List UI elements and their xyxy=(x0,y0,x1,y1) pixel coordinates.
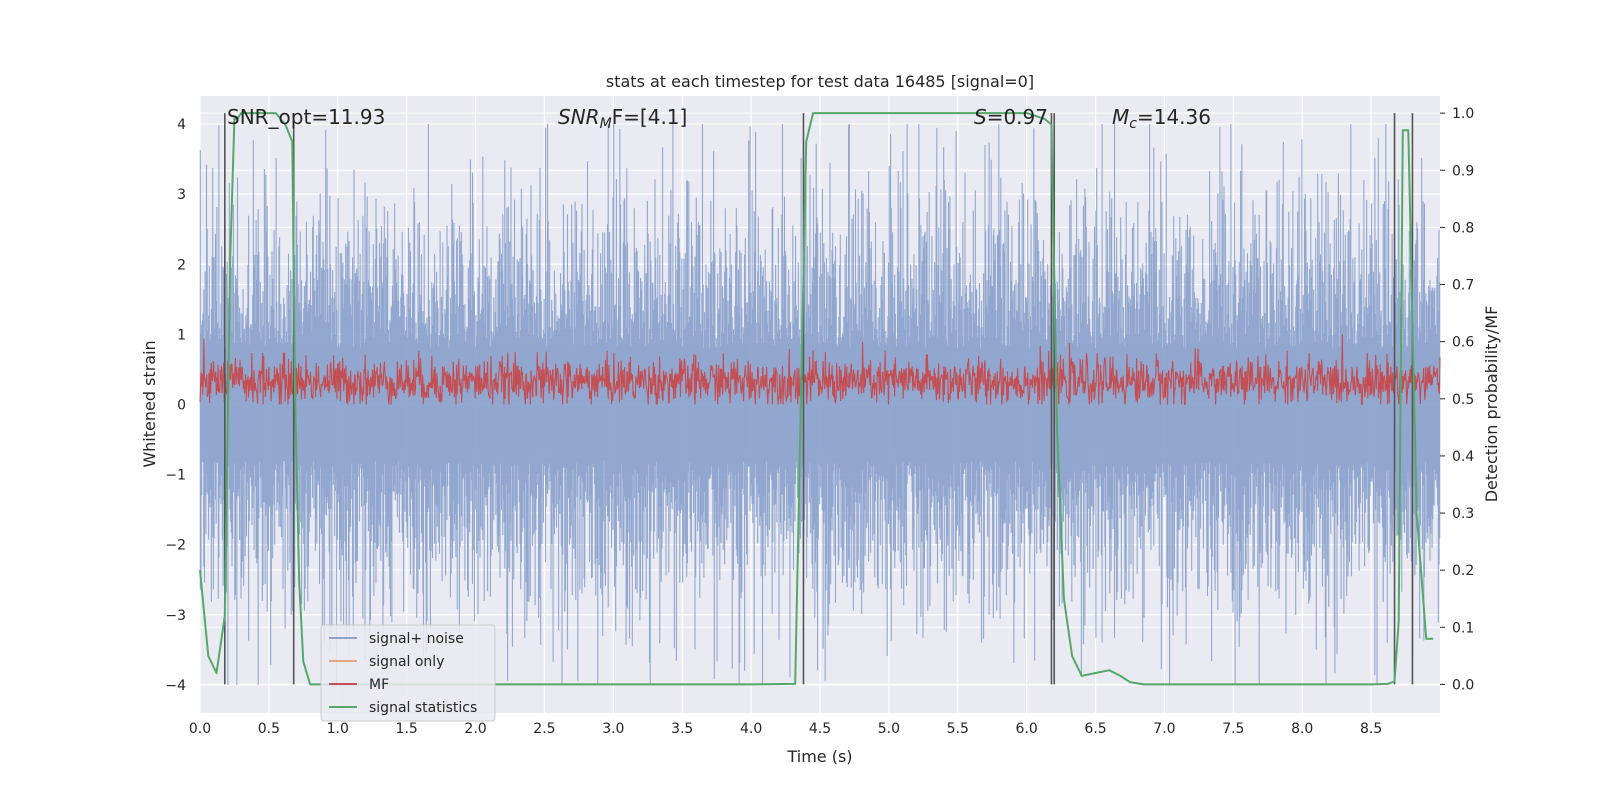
y-tick-label-right: 0.4 xyxy=(1452,449,1474,465)
annotation-snr-mf-sub: M xyxy=(600,116,612,132)
x-tick-label: 2.5 xyxy=(533,721,555,737)
tick-labels: 0.0 0.5 1.0 1.5 2.0 2.5 3.0 3.5 4.0 4.5 5.0 5.5 6.0 6… xyxy=(165,106,1474,737)
x-tick-label: 5.5 xyxy=(947,721,969,737)
mf-series xyxy=(199,334,1441,406)
chart-title: stats at each timestep for test data 164… xyxy=(606,72,1034,91)
y-tick-label-left: 2 xyxy=(177,257,186,273)
x-tick-label: 8.0 xyxy=(1291,721,1313,737)
y-tick-label-right: 0.1 xyxy=(1452,620,1474,636)
annotation-snr-mf-rest: F=[4.1] xyxy=(612,105,688,129)
annotation-s: S=0.97 xyxy=(974,105,1048,129)
annotation-s-base: S xyxy=(974,105,987,129)
annotation-mc-base: M xyxy=(1112,105,1129,129)
legend-label-signal-only: signal only xyxy=(369,654,444,670)
y-tick-label-left: −4 xyxy=(165,678,186,694)
y-tick-label-left: −3 xyxy=(165,608,186,624)
annotation-snr-mf-base: SNR xyxy=(558,105,600,129)
y-tick-label-left: 1 xyxy=(177,327,186,343)
x-tick-label: 0.0 xyxy=(189,721,211,737)
y-axis-label-right: Detection probability/MF xyxy=(1482,306,1501,503)
annotation-snr-opt: SNR_opt=11.93 xyxy=(227,105,385,129)
x-axis-label: Time (s) xyxy=(786,747,852,766)
x-tick-label: 2.0 xyxy=(464,721,486,737)
y-tick-label-right: 0.3 xyxy=(1452,506,1474,522)
legend: signal+ noise signal only MF signal stat… xyxy=(320,624,496,722)
x-tick-label: 3.0 xyxy=(602,721,624,737)
y-tick-label-right: 0.6 xyxy=(1452,335,1474,351)
signal-noise-series xyxy=(199,124,1441,685)
x-tick-label: 3.5 xyxy=(671,721,693,737)
y-tick-label-left: 4 xyxy=(177,117,186,133)
y-tick-label-left: −1 xyxy=(165,468,186,484)
y-tick-label-right: 0.2 xyxy=(1452,563,1474,579)
annotation-s-rest: =0.97 xyxy=(987,105,1048,129)
y-tick-label-left: 3 xyxy=(177,187,186,203)
x-tick-label: 4.5 xyxy=(809,721,831,737)
annotation-snr-mf: SNRMF=[4.1] xyxy=(558,105,687,132)
y-axis-label-left: Whitened strain xyxy=(140,340,159,467)
y-tick-label-right: 1.0 xyxy=(1452,106,1474,122)
x-tick-label: 6.0 xyxy=(1016,721,1038,737)
legend-box xyxy=(320,624,496,722)
legend-label-mf: MF xyxy=(369,677,389,693)
legend-label-signal-statistics: signal statistics xyxy=(369,700,477,716)
y-tick-label-right: 0.5 xyxy=(1452,392,1474,408)
x-tick-label: 4.0 xyxy=(740,721,762,737)
x-tick-label: 1.5 xyxy=(396,721,418,737)
mf-line xyxy=(199,334,1441,406)
y-tick-label-right: 0.0 xyxy=(1452,677,1474,693)
x-tick-label: 0.5 xyxy=(258,721,280,737)
signal-statistics-line xyxy=(199,112,1434,686)
x-tick-label: 1.0 xyxy=(327,721,349,737)
x-tick-label: 8.5 xyxy=(1360,721,1382,737)
y-tick-label-right: 0.8 xyxy=(1452,220,1474,236)
y-tick-label-right: 0.7 xyxy=(1452,278,1474,294)
y-tick-label-left: 0 xyxy=(177,398,186,414)
x-tick-label: 6.5 xyxy=(1084,721,1106,737)
y-tick-label-left: −2 xyxy=(165,538,186,554)
annotation-mc: Mc=14.36 xyxy=(1112,105,1211,132)
x-tick-label: 7.0 xyxy=(1153,721,1175,737)
signal-statistics-series xyxy=(199,112,1434,686)
annotation-mc-sub: c xyxy=(1129,116,1137,132)
annotation-mc-rest: =14.36 xyxy=(1137,105,1211,129)
x-tick-label: 7.5 xyxy=(1222,721,1244,737)
x-tick-label: 5.0 xyxy=(878,721,900,737)
y-tick-label-right: 0.9 xyxy=(1452,163,1474,179)
legend-label-signal-noise: signal+ noise xyxy=(369,631,464,647)
signal-noise-line xyxy=(199,124,1441,685)
